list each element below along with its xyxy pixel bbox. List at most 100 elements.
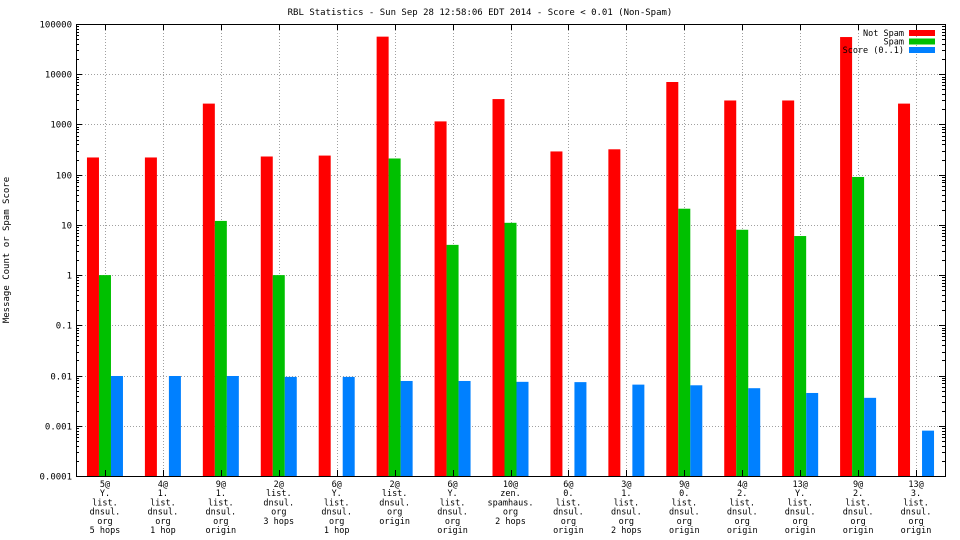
x-tick-label: 2@	[274, 480, 284, 490]
x-tick-label: 2 hops	[495, 517, 526, 527]
x-tick-label: 6@	[332, 480, 342, 490]
x-tick-label: 1.	[158, 489, 168, 499]
x-tick-label: dnsul.	[727, 508, 758, 518]
bar-score-0-1	[864, 397, 877, 476]
bar-score-0-1	[284, 376, 297, 476]
x-tick-label: org	[908, 517, 923, 527]
bar-not-spam	[550, 151, 563, 476]
bar-not-spam	[724, 100, 737, 476]
chart-title: RBL Statistics - Sun Sep 28 12:58:06 EDT…	[288, 8, 673, 18]
x-tick-label: org	[677, 517, 692, 527]
x-tick-label: 2@	[390, 480, 400, 490]
x-tick-label: list.	[556, 498, 582, 508]
bar-not-spam	[898, 103, 911, 476]
legend-swatch	[909, 38, 935, 45]
x-tick-label: org	[735, 517, 750, 527]
x-tick-label: list.	[440, 498, 466, 508]
bar-not-spam	[666, 82, 679, 476]
bar-score-0-1	[922, 430, 935, 476]
x-tick-label: 13@	[792, 480, 807, 490]
axis-layer: 0.0001 0.001 0.01 0.1 1 10 100 1000 10000 100000 5…	[39, 21, 945, 536]
y-tick-label: 100	[56, 172, 72, 182]
x-tick-label: list.	[324, 498, 350, 508]
y-tick-label: 10	[61, 222, 72, 232]
bar-score-0-1	[748, 388, 761, 476]
x-tick-label: Y.	[447, 489, 457, 499]
bar-spam	[736, 229, 749, 476]
bar-spam	[678, 208, 691, 477]
x-tick-label: dnsul.	[553, 508, 584, 518]
y-tick-label: 10000	[45, 71, 72, 81]
bar-not-spam	[376, 36, 389, 477]
bar-score-0-1	[516, 381, 529, 476]
y-tick-label: 0.1	[56, 322, 72, 332]
legend-label: Score (0..1)	[843, 46, 904, 56]
legend-label: Spam	[884, 38, 904, 48]
y-tick-label: 0.001	[45, 423, 72, 433]
bar-score-0-1	[806, 392, 819, 476]
x-tick-label: 1.	[621, 489, 631, 499]
bar-score-0-1	[400, 380, 413, 476]
bar-score-0-1	[632, 384, 645, 476]
x-tick-label: org	[850, 517, 865, 527]
x-tick-label: origin	[785, 526, 816, 536]
x-tick-label: spamhaus.	[487, 498, 533, 508]
x-tick-label: 2.	[853, 489, 863, 499]
bar-score-0-1	[574, 382, 587, 476]
x-tick-label: origin	[669, 526, 700, 536]
bar-score-0-1	[226, 375, 239, 476]
bar-spam	[98, 275, 111, 476]
x-tick-label: 1 hop	[150, 526, 176, 536]
x-tick-label: org	[445, 517, 460, 527]
bar-not-spam	[434, 121, 447, 477]
x-tick-label: 4@	[158, 480, 168, 490]
x-tick-label: list.	[266, 489, 292, 499]
x-tick-label: Y.	[332, 489, 342, 499]
x-tick-label: 0.	[679, 489, 689, 499]
x-tick-label: org	[792, 517, 807, 527]
y-tick-label: 1000	[50, 121, 72, 131]
x-tick-label: 3 hops	[263, 517, 294, 527]
y-axis-label: Message Count or Spam Score	[2, 177, 12, 323]
x-tick-label: 9@	[853, 480, 863, 490]
x-tick-label: 1 hop	[324, 526, 350, 536]
y-tick-label: 0.0001	[39, 473, 72, 483]
x-tick-label: dnsul.	[843, 508, 874, 518]
x-tick-label: origin	[727, 526, 758, 536]
y-tick-label: 1	[67, 272, 72, 282]
x-tick-label: dnsul.	[321, 508, 352, 518]
x-tick-label: 4@	[737, 480, 747, 490]
x-tick-label: origin	[843, 526, 874, 536]
x-tick-label: dnsul.	[379, 498, 410, 508]
x-tick-label: 9@	[679, 480, 689, 490]
bar-not-spam	[86, 157, 99, 477]
x-tick-label: list.	[845, 498, 871, 508]
x-tick-label: org	[387, 508, 402, 518]
x-tick-label: 1.	[216, 489, 226, 499]
x-tick-label: list.	[903, 498, 929, 508]
bar-spam	[214, 220, 227, 476]
x-tick-label: org	[329, 517, 344, 527]
x-tick-label: list.	[208, 498, 234, 508]
x-tick-label: list.	[614, 498, 640, 508]
bar-score-0-1	[690, 385, 703, 476]
x-tick-label: list.	[382, 489, 408, 499]
x-tick-label: org	[503, 508, 518, 518]
bar-not-spam	[492, 99, 505, 476]
legend-label: Not Spam	[863, 29, 904, 39]
x-tick-label: origin	[205, 526, 236, 536]
bar-spam	[852, 176, 865, 476]
x-tick-label: origin	[437, 526, 468, 536]
bar-score-0-1	[458, 380, 471, 476]
legend-swatch	[909, 47, 935, 53]
y-tick-label: 0.01	[50, 373, 72, 383]
bar-spam	[794, 236, 807, 476]
bar-score-0-1	[110, 375, 123, 476]
x-tick-label: org	[619, 517, 634, 527]
x-tick-label: Y.	[100, 489, 110, 499]
bar-not-spam	[318, 155, 331, 477]
x-tick-label: dnsul.	[785, 508, 816, 518]
